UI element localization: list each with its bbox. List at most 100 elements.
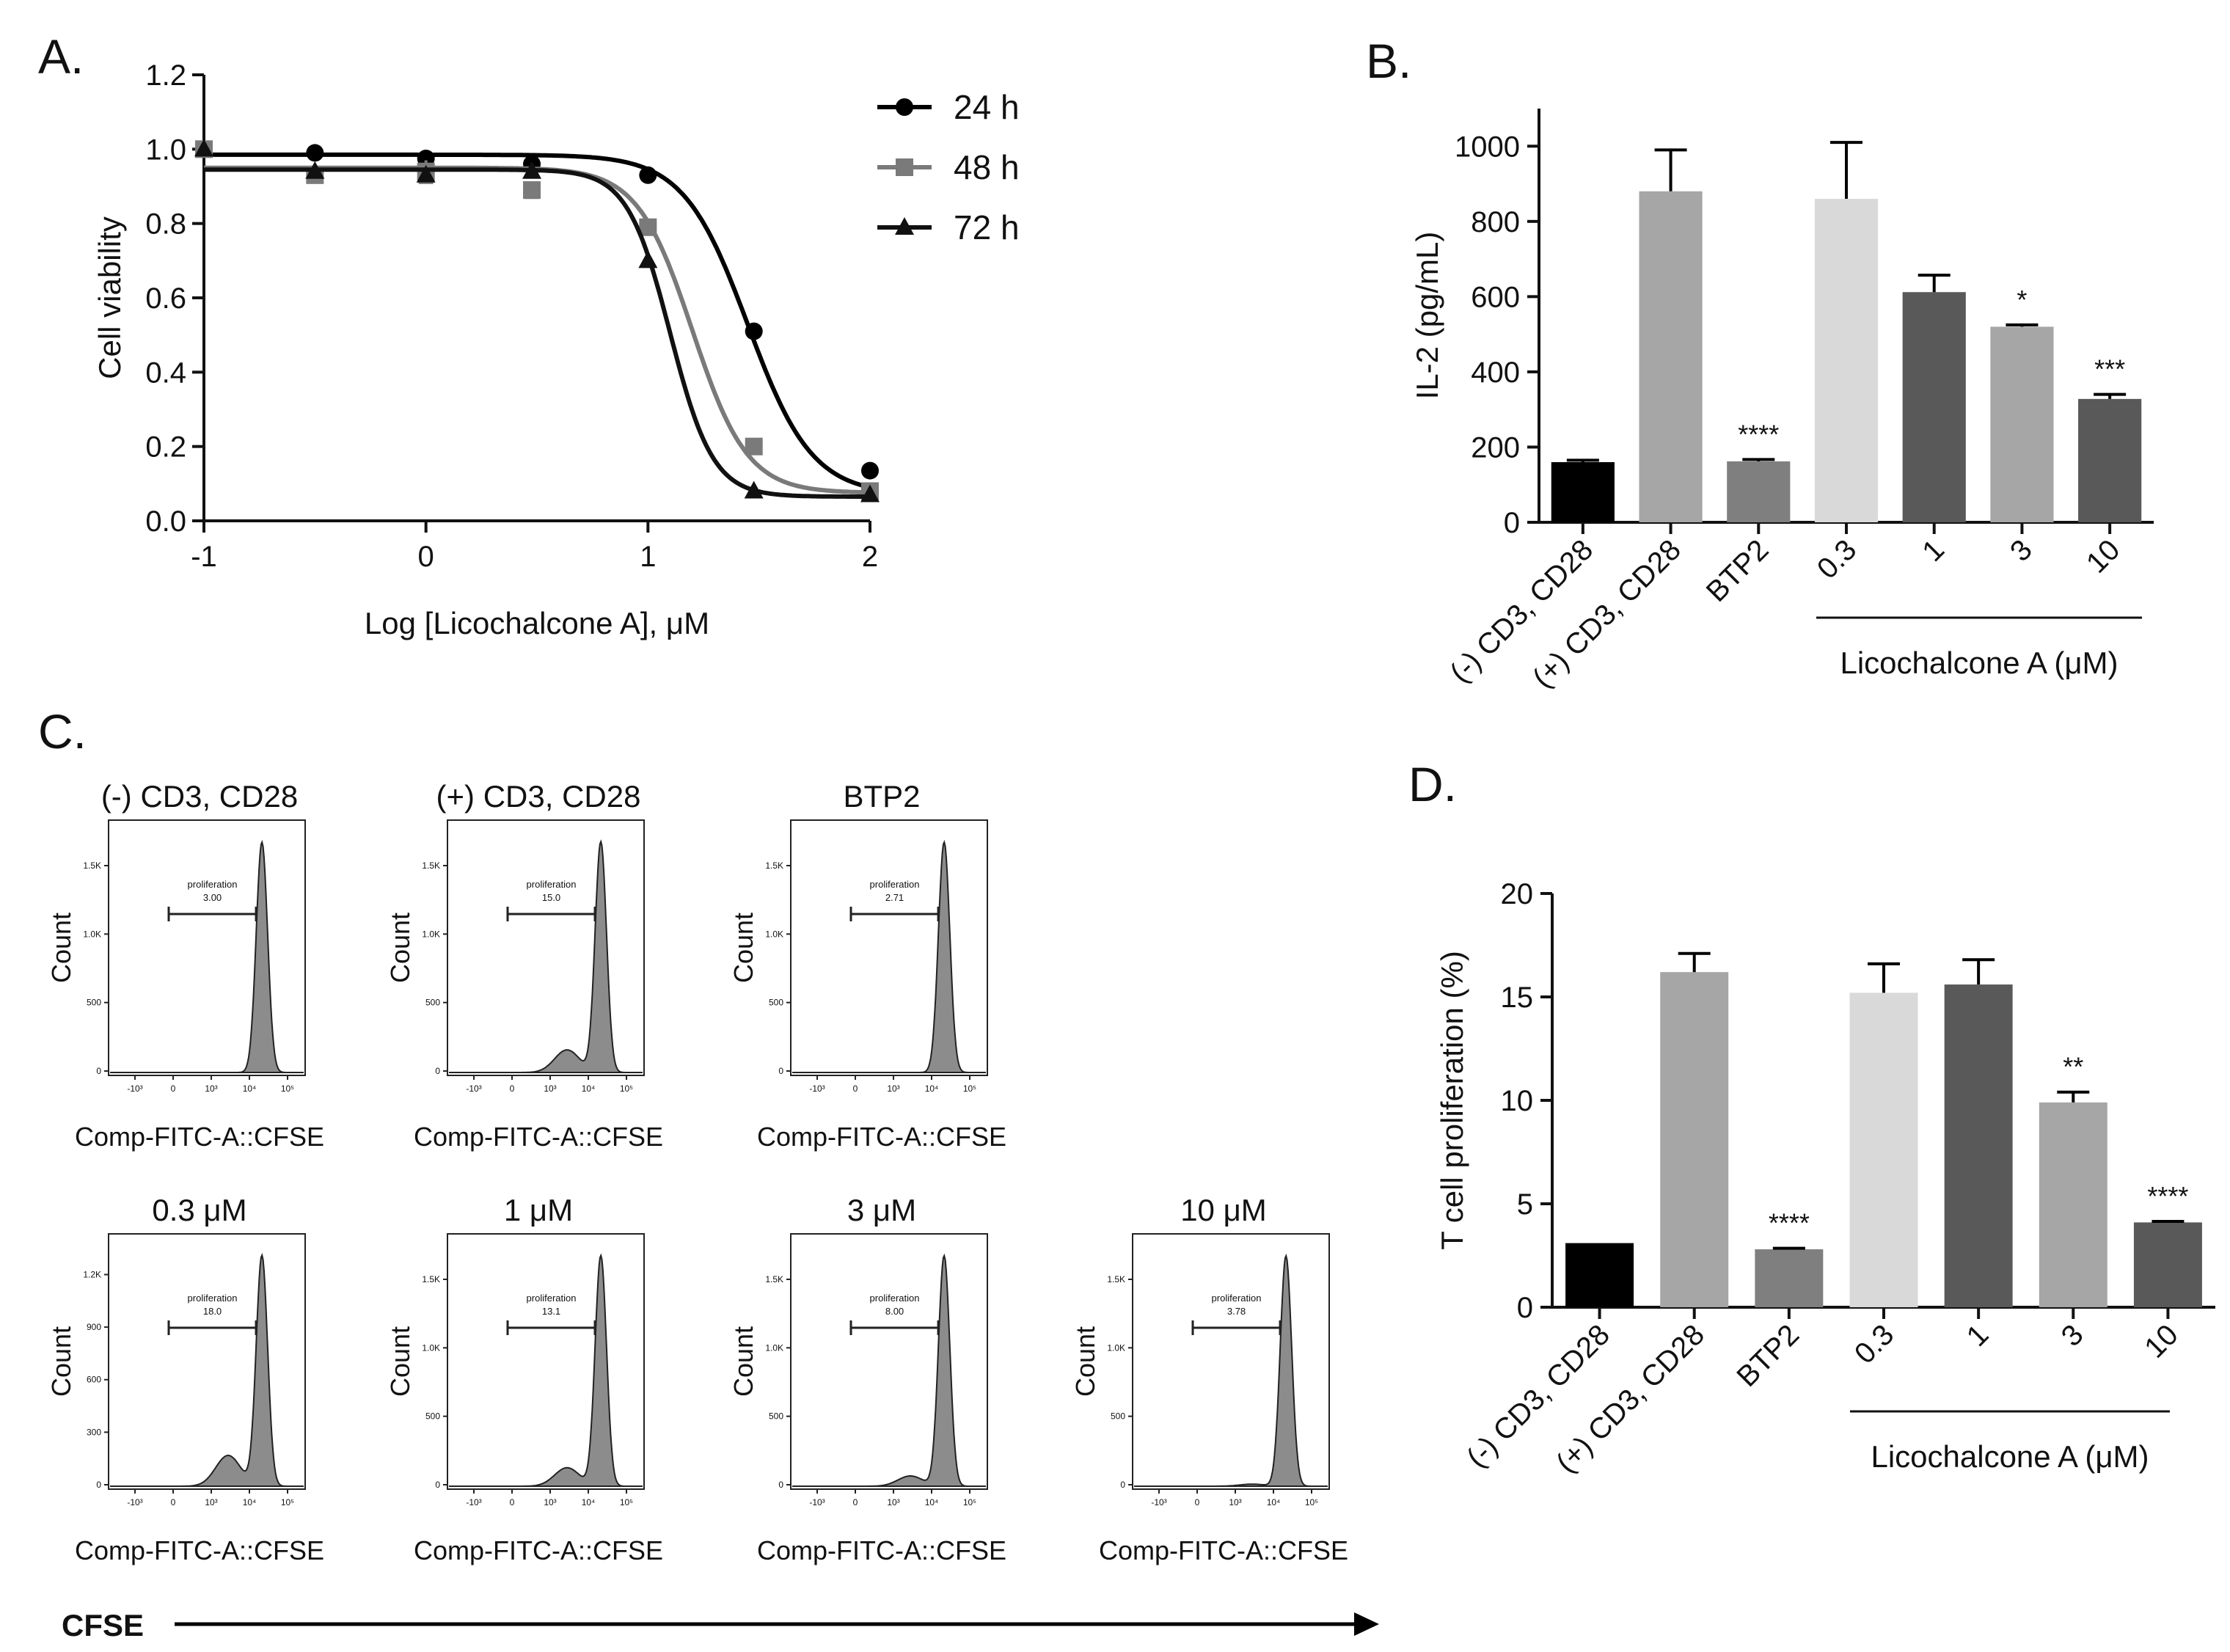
y-tick-label: 500	[425, 1411, 440, 1422]
x-axis-label: Licochalcone A (μM)	[1871, 1439, 2149, 1474]
histogram-panel: 1 μM 0 500 1.0K 1.5K -10³ 0 10³ 10⁴ 10⁵ proliferat…	[385, 1193, 663, 1565]
bar	[1755, 1249, 1824, 1307]
bar	[2078, 398, 2142, 522]
data-point	[416, 164, 436, 183]
histogram-panel: (+) CD3, CD28 0 500 1.0K 1.5K -10³ 0 10³ 10⁴ 10⁵ p…	[385, 779, 663, 1152]
x-tick-label: -10³	[127, 1083, 142, 1094]
x-tick-label: 10³	[887, 1497, 899, 1507]
histogram-title: 0.3 μM	[152, 1193, 246, 1227]
significance-label: ****	[2147, 1181, 2188, 1211]
gate-label: proliferation	[1212, 1293, 1262, 1304]
panel-label-a: A.	[38, 29, 84, 84]
panel-label-b: B.	[1366, 34, 1411, 88]
category-label: BTP2	[1730, 1318, 1805, 1393]
x-tick-label: 10⁴	[925, 1083, 939, 1094]
gate-value: 18.0	[203, 1306, 222, 1317]
x-tick-label: 10³	[1229, 1497, 1241, 1507]
data-point	[639, 218, 657, 236]
y-tick-label: 1.5K	[422, 860, 440, 871]
bar	[2133, 1222, 2202, 1307]
y-tick-label: 300	[87, 1427, 101, 1437]
y-tick-label: 500	[425, 998, 440, 1008]
bar	[2039, 1102, 2107, 1307]
x-tick-label: -10³	[809, 1497, 825, 1507]
x-axis-label: Comp-FITC-A::CFSE	[414, 1535, 663, 1565]
legend-label: 48 h	[954, 148, 1020, 186]
y-tick-label: 400	[1471, 357, 1520, 389]
bar	[1639, 191, 1703, 522]
plot-frame	[447, 1233, 645, 1490]
y-tick-label: 800	[1471, 206, 1520, 238]
y-axis-label: Count	[46, 1326, 76, 1397]
x-tick-label: 10⁴	[243, 1083, 257, 1094]
x-tick-label: 0	[171, 1497, 176, 1507]
histogram-title: (-) CD3, CD28	[101, 779, 298, 814]
y-axis-label: Count	[385, 913, 415, 983]
category-label: 1	[1961, 1318, 1995, 1353]
significance-label: ****	[1738, 419, 1779, 449]
x-tick-label: 0	[853, 1497, 858, 1507]
x-tick-label: 0	[1195, 1497, 1200, 1507]
x-axis-label: Comp-FITC-A::CFSE	[75, 1535, 324, 1565]
y-tick-label: 1.5K	[1107, 1274, 1125, 1284]
y-tick-label: 15	[1501, 982, 1534, 1014]
category-label: 10	[2080, 533, 2127, 580]
gate-label: proliferation	[527, 1293, 577, 1304]
histogram-title: 10 μM	[1180, 1193, 1267, 1227]
x-axis-label: Comp-FITC-A::CFSE	[414, 1122, 663, 1152]
legend-label: 72 h	[954, 208, 1020, 246]
y-tick-label: 1.0K	[765, 1342, 783, 1353]
significance-label: *	[2017, 285, 2027, 315]
y-axis-label: Cell viability	[92, 216, 127, 379]
bar	[1565, 1243, 1634, 1307]
gate-value: 13.1	[542, 1306, 560, 1317]
x-tick-label: 1	[640, 541, 656, 573]
x-tick-label: 10⁵	[963, 1497, 976, 1507]
y-tick-label: 1.0	[145, 134, 186, 166]
x-tick-label: 10⁵	[963, 1083, 976, 1094]
x-tick-label: 10³	[544, 1497, 556, 1507]
x-tick-label: 0	[418, 541, 434, 573]
y-tick-label: 0	[778, 1066, 783, 1076]
x-axis-label: Comp-FITC-A::CFSE	[757, 1122, 1006, 1152]
y-axis-label: Count	[728, 1326, 758, 1397]
histogram-panel: 10 μM 0 500 1.0K 1.5K -10³ 0 10³ 10⁴ 10⁵ prolifera…	[1070, 1193, 1348, 1565]
bar	[1944, 984, 2013, 1307]
bar	[1902, 292, 1966, 522]
data-point	[861, 461, 879, 480]
y-tick-label: 0	[435, 1066, 440, 1076]
histogram-distribution	[110, 839, 304, 1073]
plot-frame	[1132, 1233, 1330, 1490]
legend-marker	[896, 158, 913, 176]
category-label: 0.3	[1849, 1318, 1900, 1370]
x-tick-label: 2	[862, 541, 878, 573]
data-point	[306, 144, 324, 162]
y-tick-label: 5	[1517, 1188, 1533, 1221]
x-tick-label: -10³	[466, 1497, 481, 1507]
x-axis-label: Log [Licochalcone A], μM	[365, 606, 709, 640]
gate-value: 15.0	[542, 892, 560, 903]
y-tick-label: 1.0K	[422, 1342, 440, 1353]
x-tick-label: 10⁴	[582, 1497, 596, 1507]
y-tick-label: 0	[1517, 1292, 1533, 1324]
y-tick-label: 1.2K	[83, 1269, 101, 1279]
y-axis-label: IL-2 (pg/mL)	[1410, 232, 1444, 400]
cfse-axis-label: CFSE	[62, 1608, 144, 1642]
plot-frame	[447, 819, 645, 1076]
category-label: 0.3	[1811, 533, 1862, 585]
histogram-title: 1 μM	[504, 1193, 573, 1227]
y-tick-label: 1.0K	[765, 929, 783, 939]
plot-frame	[108, 819, 306, 1076]
fit-curve-48h	[204, 165, 871, 495]
legend-label: 24 h	[954, 88, 1020, 126]
category-label: (+) CD3, CD28	[1527, 533, 1687, 694]
data-point	[522, 161, 542, 179]
data-point	[860, 484, 880, 502]
y-axis-label: Count	[728, 913, 758, 983]
x-axis-label: Comp-FITC-A::CFSE	[75, 1122, 324, 1152]
data-point	[639, 166, 657, 184]
x-tick-label: 10⁵	[1305, 1497, 1318, 1507]
category-label: 3	[2055, 1318, 2090, 1353]
